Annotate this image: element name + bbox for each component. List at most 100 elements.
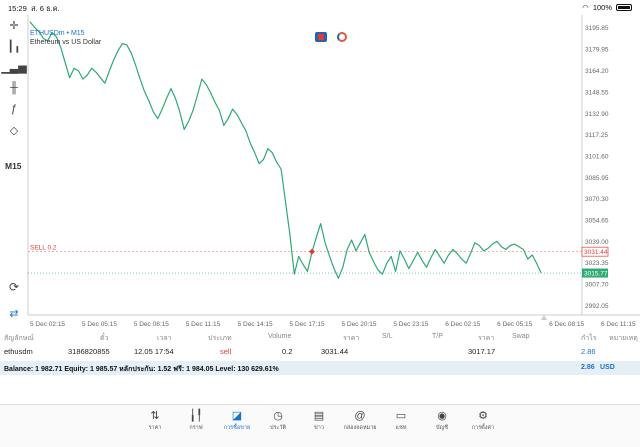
y-tick-label: 3023.35: [585, 260, 609, 267]
balance-currency: USD: [600, 364, 615, 371]
indicators-icon[interactable]: ╫: [10, 82, 18, 94]
indicator-icon[interactable]: [337, 32, 347, 42]
bars-icon[interactable]: ▁▃▅: [1, 61, 27, 74]
current-price-tag-text: 3015.77: [584, 271, 608, 278]
row-volume: 0.2: [282, 347, 293, 356]
chat-icon: ▭: [395, 410, 407, 422]
row-type: sell: [220, 347, 232, 356]
status-time: 15:29 ส. 6 ธ.ค.: [8, 4, 60, 13]
chart-icon: ╽╿: [189, 410, 203, 422]
row-open-price: 3031.44: [321, 347, 349, 356]
sell-price-tag-text: 3031.44: [584, 249, 608, 256]
y-tick-label: 3085.95: [585, 175, 609, 182]
reload-icon[interactable]: ⟳: [8, 280, 20, 294]
balance-bar: Balance: 1 982.71 Equity: 1 985.57 หลักป…: [0, 361, 640, 375]
col-open-price: ราคา: [343, 335, 360, 342]
objects-icon[interactable]: ◇: [9, 124, 19, 137]
x-tick-label: 6 Dec 05:15: [497, 321, 532, 328]
sell-price-tag: [581, 246, 609, 257]
x-tick-label: 5 Dec 20:15: [341, 321, 376, 328]
trade-icon: ◪: [231, 410, 243, 422]
row-profit: 2.86: [581, 347, 596, 356]
price-series-line: [29, 21, 542, 279]
col-time: เวลา: [157, 335, 172, 342]
status-bar: 15:29 ส. 6 ธ.ค. ◠ 100%: [0, 0, 640, 13]
chart-description: Ethereum vs US Dollar: [30, 39, 102, 46]
function-icon[interactable]: ƒ: [10, 103, 18, 115]
candlestick-icon[interactable]: ┃╻: [7, 40, 21, 53]
col-volume: Volume: [268, 333, 292, 340]
row-ticket: 3186820855: [68, 347, 110, 356]
settings-icon: ⚙: [478, 410, 488, 422]
col-sl: S/L: [382, 333, 393, 340]
x-tick-label: 5 Dec 23:15: [393, 321, 428, 328]
x-tick-label: 6 Dec 11:15: [601, 321, 636, 328]
x-tick-label: 5 Dec 14:15: [238, 321, 273, 328]
one-click-trading-icon[interactable]: [315, 32, 327, 42]
wifi-icon: ◠: [582, 3, 589, 12]
battery-percent: 100%: [592, 3, 612, 12]
left-toolbar: ✛ ┃╻ ▁▃▅ ╫ ƒ ◇ M15 ⟳ ⇄: [0, 13, 28, 320]
col-type: ประเภท: [208, 335, 232, 342]
x-tick-label: 5 Dec 17:15: [290, 321, 325, 328]
x-tick-label: 6 Dec 02:15: [445, 321, 480, 328]
y-tick-label: 3007.70: [585, 282, 609, 289]
y-tick-label: 3132.90: [585, 111, 609, 118]
col-symbol: สัญลักษณ์: [4, 335, 34, 342]
position-row[interactable]: ethusdm 3186820855 12.05 17:54 sell 0.2 …: [0, 345, 640, 359]
col-ticket: ตั๋ว: [100, 335, 109, 342]
x-tick-label: 5 Dec 11:15: [186, 321, 221, 328]
current-price-tag: [582, 268, 608, 278]
row-time: 12.05 17:54: [134, 347, 174, 356]
y-tick-label: 3101.60: [585, 154, 609, 161]
account-icon: ◉: [437, 410, 447, 422]
sell-entry-label: SELL 0.2: [30, 245, 57, 252]
row-price: 3017.17: [468, 347, 496, 356]
balance-profit: 2.86: [581, 364, 595, 371]
tab-account[interactable]: ◉ บัญชี: [422, 409, 462, 432]
x-tick-label: 6 Dec 08:15: [549, 321, 584, 328]
timeframe-label[interactable]: M15: [5, 161, 22, 171]
y-tick-label: 3117.25: [585, 132, 608, 139]
col-tp: T/P: [432, 333, 443, 340]
x-tick-label: 5 Dec 08:15: [134, 321, 169, 328]
balance-text: Balance: 1 982.71 Equity: 1 985.57 หลักป…: [4, 366, 279, 373]
y-tick-label: 3054.65: [585, 218, 609, 225]
tab-settings[interactable]: ⚙ การตั้งค่า: [463, 409, 503, 432]
y-tick-label: 3195.85: [585, 25, 609, 32]
tab-history[interactable]: ◷ ประวัติ: [258, 409, 298, 432]
status-right: ◠ 100%: [582, 3, 632, 12]
quotes-icon: ⇅: [150, 410, 160, 422]
tab-trade[interactable]: ◪ การซื้อขาย: [217, 409, 257, 432]
tab-quotes[interactable]: ⇅ ราคา: [135, 409, 175, 432]
col-profit: กำไร: [581, 335, 597, 342]
price-chart[interactable]: 3195.85 3179.95 3164.20 3148.55 3132.90 3117.…: [0, 13, 640, 331]
news-icon: ▤: [313, 410, 325, 422]
col-price: ราคา: [478, 335, 495, 342]
crosshair-icon[interactable]: ✛: [9, 19, 19, 32]
scroll-end-marker: [541, 315, 547, 320]
x-tick-label: 5 Dec 02:15: [30, 321, 65, 328]
chart-canvas[interactable]: 3195.85 3179.95 3164.20 3148.55 3132.90 3117.…: [0, 13, 640, 331]
y-tick-label: 3164.20: [585, 68, 609, 75]
tab-mailbox[interactable]: @ กล่องจดหมาย: [340, 409, 380, 432]
col-swap: Swap: [512, 333, 530, 340]
positions-header: สัญลักษณ์ ตั๋ว เวลา ประเภท Volume ราคา S…: [0, 331, 640, 343]
chart-top-icons: [315, 32, 347, 42]
sync-icon[interactable]: ⇄: [9, 307, 19, 320]
tab-chat[interactable]: ▭ แชท: [381, 409, 421, 432]
bottom-tab-bar: ⇅ ราคา ╽╿ กราฟ ◪ การซื้อขาย ◷ ประวัติ ▤ …: [0, 404, 640, 447]
y-tick-label: 3179.95: [585, 47, 609, 54]
chart-title: ETHUSDm • M15 Ethereum vs US Dollar: [30, 29, 101, 47]
y-tick-label: 3070.30: [585, 196, 609, 203]
row-symbol: ethusdm: [4, 347, 33, 356]
x-tick-label: 5 Dec 05:15: [82, 321, 117, 328]
history-icon: ◷: [273, 410, 283, 422]
y-tick-label: 3148.55: [585, 89, 609, 96]
sell-entry-marker: [308, 248, 315, 255]
tab-news[interactable]: ▤ ข่าว: [299, 409, 339, 432]
y-tick-label: 3039.00: [585, 239, 609, 246]
y-tick-label: 2992.05: [585, 303, 609, 310]
chart-symbol: ETHUSDm • M15: [30, 30, 85, 37]
tab-chart[interactable]: ╽╿ กราฟ: [176, 409, 216, 432]
